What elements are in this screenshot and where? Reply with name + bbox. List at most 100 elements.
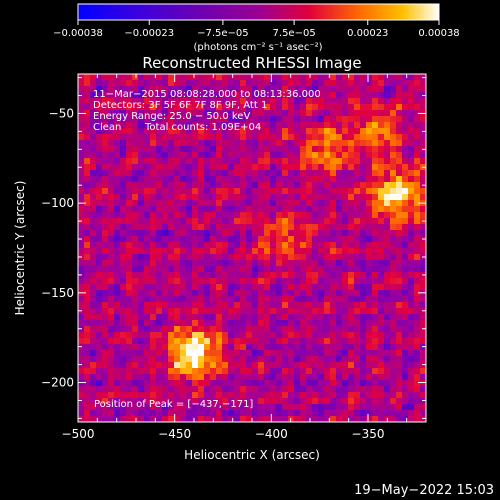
- heatmap-pixel: [180, 104, 187, 111]
- heatmap-pixel: [366, 122, 373, 129]
- heatmap-pixel: [300, 206, 307, 213]
- heatmap-pixel: [354, 368, 361, 375]
- heatmap-pixel: [174, 152, 181, 159]
- heatmap-pixel: [222, 128, 229, 135]
- heatmap-pixel: [240, 314, 247, 321]
- heatmap-pixel: [420, 122, 426, 129]
- heatmap-pixel: [84, 152, 91, 159]
- heatmap-pixel: [120, 80, 127, 87]
- heatmap-pixel: [186, 92, 193, 99]
- heatmap-pixel: [300, 332, 307, 339]
- heatmap-pixel: [414, 278, 421, 285]
- heatmap-pixel: [354, 110, 361, 117]
- heatmap-pixel: [372, 380, 379, 387]
- heatmap-pixel: [222, 374, 229, 381]
- heatmap-pixel: [138, 128, 145, 135]
- heatmap-pixel: [150, 128, 157, 135]
- heatmap-pixel: [324, 326, 331, 333]
- heatmap-pixel: [390, 356, 397, 363]
- heatmap-pixel: [354, 74, 361, 81]
- heatmap-pixel: [402, 122, 409, 129]
- heatmap-pixel: [264, 176, 271, 183]
- heatmap-pixel: [204, 308, 211, 315]
- heatmap-pixel: [312, 74, 319, 81]
- heatmap-pixel: [336, 248, 343, 255]
- heatmap-pixel: [342, 74, 349, 81]
- heatmap-pixel: [126, 320, 133, 327]
- heatmap-pixel: [132, 248, 139, 255]
- heatmap-pixel: [120, 182, 127, 189]
- heatmap-pixel: [78, 368, 85, 375]
- heatmap-pixel: [408, 260, 415, 267]
- heatmap-pixel: [354, 326, 361, 333]
- heatmap-pixel: [204, 356, 211, 363]
- heatmap-pixel: [408, 230, 415, 237]
- heatmap-pixel: [360, 374, 367, 381]
- heatmap-pixel: [222, 200, 229, 207]
- heatmap-pixel: [354, 344, 361, 351]
- heatmap-pixel: [372, 272, 379, 279]
- heatmap-pixel: [192, 278, 199, 285]
- heatmap-pixel: [90, 290, 97, 297]
- heatmap-pixel: [144, 80, 151, 87]
- heatmap-pixel: [168, 416, 175, 422]
- heatmap-pixel: [246, 236, 253, 243]
- heatmap-pixel: [78, 122, 85, 129]
- heatmap-pixel: [330, 128, 337, 135]
- heatmap-pixel: [390, 272, 397, 279]
- heatmap-pixel: [90, 134, 97, 141]
- heatmap-pixel: [108, 164, 115, 171]
- heatmap-pixel: [252, 158, 259, 165]
- heatmap-pixel: [324, 344, 331, 351]
- heatmap-pixel: [234, 332, 241, 339]
- heatmap-pixel: [114, 266, 121, 273]
- heatmap-pixel: [102, 410, 109, 417]
- heatmap-pixel: [258, 212, 265, 219]
- heatmap-pixel: [258, 332, 265, 339]
- heatmap-pixel: [198, 110, 205, 117]
- heatmap-pixel: [312, 230, 319, 237]
- heatmap-pixel: [78, 332, 85, 339]
- heatmap-pixel: [78, 398, 85, 405]
- heatmap-pixel: [168, 344, 175, 351]
- heatmap-pixel: [192, 170, 199, 177]
- heatmap-pixel: [120, 248, 127, 255]
- heatmap-pixel: [114, 278, 121, 285]
- heatmap-pixel: [372, 302, 379, 309]
- heatmap-pixel: [240, 392, 247, 399]
- heatmap-pixel: [180, 212, 187, 219]
- heatmap-pixel: [306, 338, 313, 345]
- heatmap-pixel: [270, 80, 277, 87]
- heatmap-pixel: [102, 302, 109, 309]
- heatmap-pixel: [294, 122, 301, 129]
- heatmap-pixel: [372, 134, 379, 141]
- heatmap-pixel: [402, 356, 409, 363]
- heatmap-pixel: [402, 134, 409, 141]
- heatmap-pixel: [276, 356, 283, 363]
- heatmap-pixel: [216, 242, 223, 249]
- heatmap-pixel: [276, 320, 283, 327]
- heatmap-pixel: [198, 170, 205, 177]
- heatmap-pixel: [384, 248, 391, 255]
- heatmap-pixel: [312, 248, 319, 255]
- heatmap-pixel: [294, 278, 301, 285]
- heatmap-pixel: [360, 284, 367, 291]
- heatmap-pixel: [318, 206, 325, 213]
- heatmap-pixel: [228, 98, 235, 105]
- heatmap-pixel: [204, 92, 211, 99]
- heatmap-pixel: [402, 254, 409, 261]
- heatmap-pixel: [180, 290, 187, 297]
- heatmap-pixel: [234, 212, 241, 219]
- heatmap-pixel: [366, 356, 373, 363]
- heatmap-pixel: [312, 356, 319, 363]
- heatmap-pixel: [396, 140, 403, 147]
- heatmap-pixel: [366, 416, 373, 422]
- heatmap-pixel: [156, 86, 163, 93]
- heatmap-pixel: [114, 308, 121, 315]
- colorbar-tick-label: −0.00038: [53, 28, 103, 39]
- heatmap-pixel: [420, 374, 426, 381]
- heatmap-pixel: [90, 248, 97, 255]
- heatmap-pixel: [372, 320, 379, 327]
- heatmap-pixel: [198, 308, 205, 315]
- heatmap-pixel: [276, 74, 283, 81]
